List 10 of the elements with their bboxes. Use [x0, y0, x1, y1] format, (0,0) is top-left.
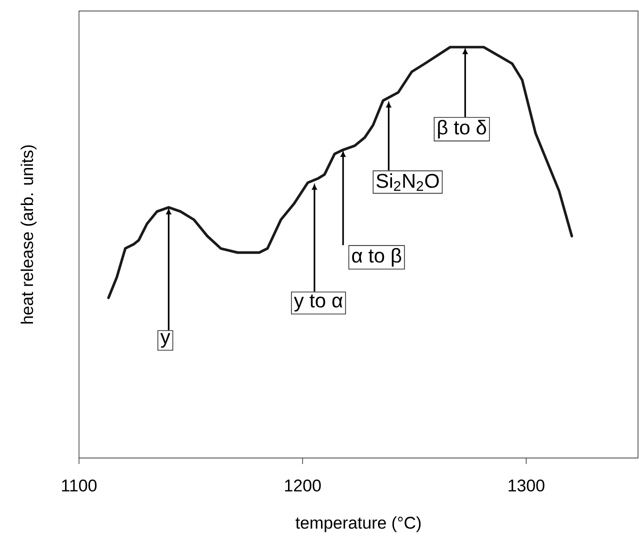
x-tick-label: 1200 [285, 480, 321, 492]
annotation: Si$_{2}$N$_{2}$O [376, 173, 439, 191]
x-axis-title: temperature (°C) [296, 516, 421, 532]
annotation: α to β [352, 248, 402, 267]
y-axis-title: heat release (arb. units) [20, 145, 36, 324]
x-tick-label: 1100 [62, 480, 97, 492]
annotation: y to α [294, 294, 342, 312]
annotation: β to δ [438, 120, 486, 138]
x-tick-label: 1300 [508, 480, 544, 492]
annotation: y [160, 333, 170, 348]
